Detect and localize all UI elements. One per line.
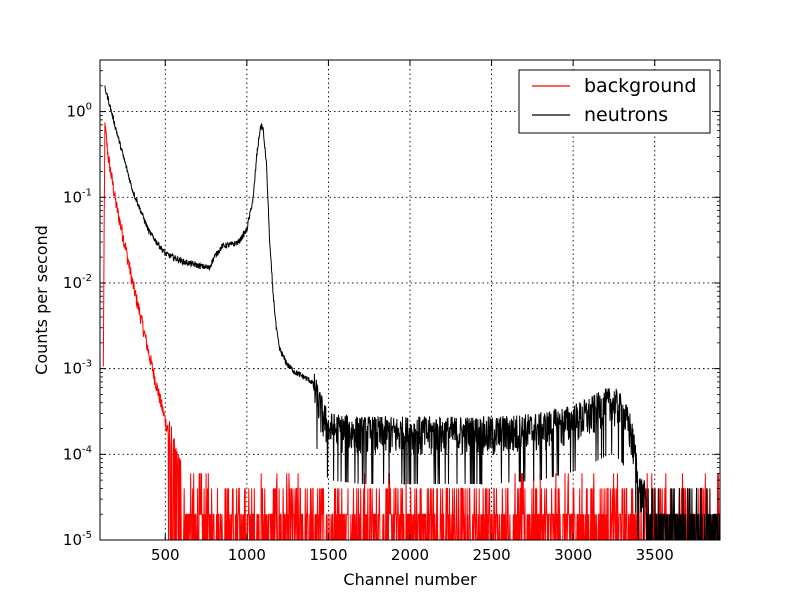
series-line-neutrons — [104, 85, 720, 541]
y-tick-label: 10-4 — [63, 444, 92, 463]
grid-lines — [100, 60, 720, 540]
x-axis-label: Channel number — [343, 570, 477, 589]
y-tick-label: 100 — [67, 102, 92, 121]
y-tick-label: 10-5 — [63, 530, 92, 549]
series-neutrons — [104, 85, 720, 541]
y-tick-label: 10-1 — [63, 187, 92, 206]
tick-marks — [100, 60, 720, 541]
y-tick-label: 10-3 — [63, 359, 92, 378]
x-tick-labels: 500 1000 1500 2000 2500 3000 3500 — [151, 546, 674, 564]
x-tick-label: 1500 — [309, 546, 347, 564]
legend-label-background: background — [584, 75, 696, 97]
legend-box — [518, 69, 711, 134]
x-tick-label: 2500 — [472, 546, 510, 564]
x-tick-label: 3500 — [636, 546, 674, 564]
y-tick-labels: 10-5 10-4 10-3 10-2 10-1 100 — [63, 102, 92, 549]
y-tick-label: 10-2 — [63, 273, 92, 292]
x-tick-label: 3000 — [554, 546, 592, 564]
x-tick-label: 500 — [151, 546, 180, 564]
x-tick-label: 1000 — [228, 546, 266, 564]
x-tick-label: 2000 — [391, 546, 429, 564]
legend: background neutrons — [518, 69, 711, 134]
y-axis-label: Counts per second — [32, 225, 51, 375]
legend-label-neutrons: neutrons — [584, 104, 668, 126]
